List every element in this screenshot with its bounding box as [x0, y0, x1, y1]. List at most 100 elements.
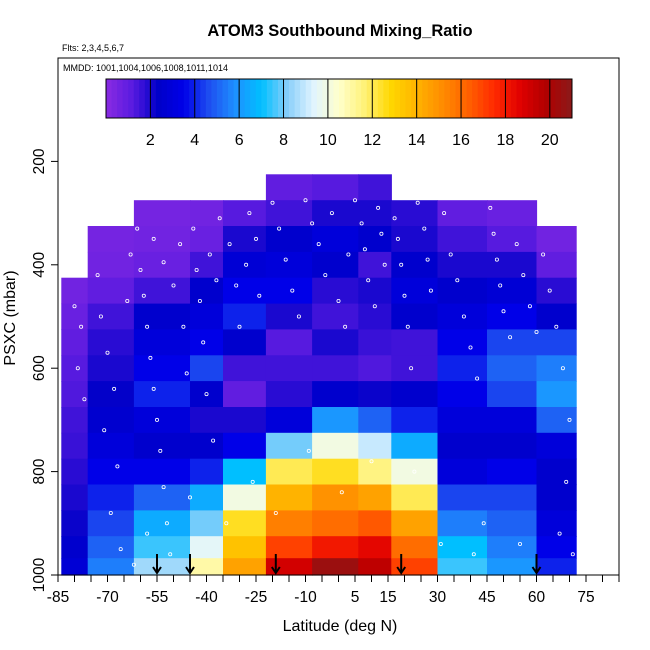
sample-point: [382, 262, 387, 267]
sample-point: [455, 278, 460, 283]
x-tick-label: 30: [429, 589, 447, 606]
heat-cell: [190, 484, 224, 511]
sample-point: [329, 211, 334, 216]
colorbar-swatch: [266, 79, 273, 118]
colorbar-swatch: [128, 79, 135, 118]
sample-point: [171, 283, 176, 288]
colorbar-swatch: [316, 79, 323, 118]
sample-point: [567, 417, 572, 422]
heat-cell: [61, 510, 89, 537]
heat-cell: [61, 558, 89, 576]
heat-cell: [61, 381, 89, 408]
colorbar-swatch: [461, 79, 468, 118]
heat-cell: [265, 277, 313, 305]
sample-point: [102, 428, 107, 433]
sample-point: [346, 252, 351, 257]
sample-point: [448, 252, 453, 257]
x-tick-label: -25: [245, 589, 267, 606]
heat-cell: [536, 536, 577, 559]
colorbar-swatch: [233, 79, 240, 118]
heat-cell: [437, 558, 488, 576]
heat-cell: [265, 251, 313, 279]
colorbar-swatch: [189, 79, 196, 118]
sample-point: [95, 273, 100, 278]
heat-cell: [487, 432, 538, 460]
colorbar-swatch: [144, 79, 151, 118]
sample-point: [554, 324, 559, 329]
heat-cell: [265, 536, 313, 559]
heat-cell: [312, 510, 359, 537]
heat-cell: [312, 355, 359, 382]
heat-cell: [391, 432, 439, 460]
sample-point: [217, 216, 222, 221]
heat-cell: [87, 329, 135, 356]
heat-cell: [133, 407, 191, 434]
colorbar-swatch: [449, 79, 456, 118]
colorbar-swatch: [283, 79, 290, 118]
heat-cell: [358, 251, 392, 279]
colorbar-swatch: [305, 79, 312, 118]
heat-cell: [265, 432, 313, 460]
sample-point: [227, 242, 232, 247]
heatmap-cells: [61, 174, 577, 576]
heat-cell: [190, 558, 224, 576]
heat-cell: [391, 484, 439, 511]
heat-cell: [265, 381, 313, 408]
heat-cell: [61, 355, 89, 382]
heat-cell: [265, 355, 313, 382]
sample-point: [161, 485, 166, 490]
colorbar-tick-label: 16: [452, 132, 470, 149]
sample-point: [323, 273, 328, 278]
colorbar-swatch: [538, 79, 545, 118]
heat-cell: [133, 303, 191, 331]
heat-cell: [312, 174, 359, 201]
chart-title: ATOM3 Southbound Mixing_Ratio: [207, 22, 472, 40]
colorbar-swatch: [555, 79, 562, 118]
heat-cell: [312, 251, 359, 279]
colorbar-tick-label: 20: [541, 132, 559, 149]
heat-cell: [536, 458, 577, 486]
heat-cell: [265, 174, 313, 201]
heat-cell: [536, 277, 577, 305]
heat-cell: [265, 484, 313, 511]
sample-point: [118, 547, 123, 552]
colorbar-swatch: [494, 79, 501, 118]
colorbar-tick-label: 10: [319, 132, 337, 149]
heat-cell: [190, 200, 224, 227]
heat-cell: [265, 458, 313, 486]
heat-cell: [391, 303, 439, 331]
heat-cell: [133, 432, 191, 460]
heat-cell: [487, 381, 538, 408]
heat-cell: [61, 277, 89, 305]
sample-point: [145, 324, 150, 329]
heat-cell: [391, 510, 439, 537]
heat-cell: [87, 226, 135, 253]
heat-cell: [87, 432, 135, 460]
sample-point: [428, 288, 433, 293]
colorbar-swatch: [416, 79, 423, 118]
sample-point: [415, 200, 420, 205]
sample-point: [359, 221, 364, 226]
heat-cell: [437, 200, 488, 227]
colorbar-swatch: [383, 79, 390, 118]
sample-point: [98, 314, 103, 319]
heat-cell: [391, 355, 439, 382]
heat-cell: [87, 458, 135, 486]
colorbar-swatch: [400, 79, 407, 118]
sample-points: [72, 198, 575, 567]
colorbar-swatch: [244, 79, 251, 118]
sample-point: [336, 298, 341, 303]
heat-cell: [358, 381, 392, 408]
sample-point: [214, 278, 219, 283]
heat-cell: [190, 226, 224, 253]
flight-marker-arrow: [152, 554, 162, 575]
sample-point: [352, 198, 357, 203]
sample-point: [201, 340, 206, 345]
sample-point: [376, 205, 381, 210]
colorbar-swatch: [483, 79, 490, 118]
heat-cell: [358, 510, 392, 537]
sample-point: [148, 355, 153, 360]
colorbar-frame: [105, 78, 573, 119]
sample-point: [290, 288, 295, 293]
